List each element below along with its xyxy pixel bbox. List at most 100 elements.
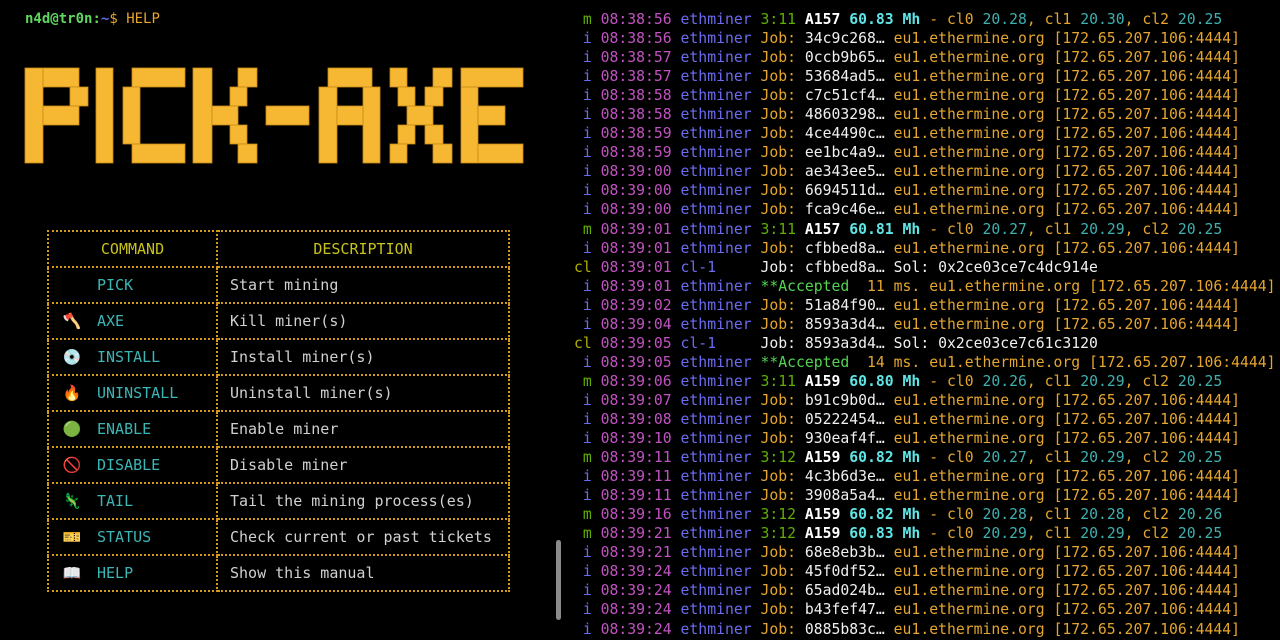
pool-address: [172.65.207.106:4444] [1053,296,1241,314]
gpu-temp: 20.29 [1080,525,1133,542]
log-line: i 08:39:00 ethminer Job: ae343ee5… eu1.etherm… [574,162,1276,181]
description-cell: Uninstall miner(s) [216,374,510,412]
log-time: 08:38:58 [600,87,672,105]
pool-address: [172.65.207.106:4444] [1053,601,1241,619]
job-hash: ee1bc4a9… [804,144,885,162]
job-hash: 65ad024b… [804,582,885,600]
logo-pixel [265,105,310,126]
log-time: 08:39:00 [600,201,672,219]
gpu-temp: 20.26 [1177,506,1223,524]
log-source: cl-1 [680,258,717,276]
gpu-name: cl2 [1142,372,1170,390]
log-source: ethminer [680,582,752,600]
log-line: i 08:39:24 ethminer Job: 0885b83c… eu1.etherm… [574,620,1276,639]
log-time: 08:38:57 [600,49,672,67]
log-level: i [582,30,592,48]
job-label: Job: [760,563,796,581]
log-level: i [582,144,592,162]
hashrate: 60.83 Mh [849,11,921,28]
log-level: i [582,182,592,200]
pool-address: [172.65.207.106:4444] [1053,544,1241,562]
fire-icon: 🔥 [62,384,82,402]
log-level: i [582,582,592,600]
log-time: 08:39:24 [600,601,672,619]
job-hash: 48603298… [804,106,885,124]
job-hash: 8593a3d4… [804,315,885,333]
hashrate: 60.82 Mh [849,449,921,467]
command-cell: 🎫 STATUS [47,518,218,556]
job-label: Job: [760,544,796,562]
log-time: 08:39:01 [600,258,672,276]
command-label: HELP [97,564,134,582]
pool-host: eu1.ethermine.org [893,601,1045,619]
logo-pixel [397,124,416,145]
header-description: DESCRIPTION [216,230,510,268]
log-source: ethminer [680,601,752,619]
log-source: ethminer [680,163,752,181]
command-label: TAIL [97,492,134,510]
log-line: m 08:39:16 ethminer 3:12 A159 60.82 Mh - cl0 20.… [574,505,1276,524]
gpu-temp: 20.25 [1177,525,1223,543]
log-time: 08:39:11 [600,487,672,505]
logo-pixel [122,86,141,145]
gpu-temp: 20.26 [982,373,1035,390]
pool-address: [172.65.207.106:4444] [1053,239,1241,257]
log-line: i 08:39:07 ethminer Job: b91c9b0d… eu1.etherm… [574,391,1276,410]
command-label: ENABLE [97,420,152,438]
pool-host: eu1.ethermine.org [893,296,1045,314]
uptime: 3:11 [760,372,796,390]
log-line: cl 08:39:05 cl-1 Job: 8593a3d4… Sol: 0x2ce03ce… [574,334,1276,353]
gpu-name: cl2 [1142,506,1170,524]
logo-pixel [336,105,364,126]
pool-address: [172.65.207.106:4444] [1053,182,1241,200]
log-level: i [582,315,592,333]
log-line: m 08:39:01 ethminer 3:11 A157 60.81 Mh - cl0 20.… [574,220,1276,239]
gpu-temp: 20.25 [1177,449,1223,467]
table-row-uninstall: 🔥 UNINSTALL Uninstall miner(s) [47,374,510,412]
job-label: Job: [760,468,796,486]
scrollbar[interactable] [556,540,561,620]
gpu-name: cl1 [1044,506,1072,524]
pool-host: eu1.ethermine.org [893,315,1045,333]
log-level: i [582,468,592,486]
shares: A159 [804,372,841,390]
pool-host: eu1.ethermine.org [893,239,1045,257]
green-circle-icon: 🟢 [62,420,82,438]
help-table: COMMAND DESCRIPTION ⛏ PICK Start mining 🪓 AX… [47,230,510,592]
log-line: i 08:39:21 ethminer Job: 68e8eb3b… eu1.etherm… [574,543,1276,562]
pool-address: [172.65.207.106:4444] [1053,391,1241,409]
pool-address: [172.65.207.106:4444] [1053,430,1241,448]
job-label: Job: [760,87,796,105]
log-line: m 08:38:56 ethminer 3:11 A157 60.83 Mh - cl0 20.… [574,10,1276,29]
log-level: i [582,544,592,562]
log-source: ethminer [680,563,752,581]
table-row-pick: ⛏ PICK Start mining [47,266,510,304]
log-level: m [582,372,592,390]
job-label: Job: [760,163,796,181]
job-label: Job: [760,49,796,67]
log-time: 08:39:24 [600,620,672,638]
solution: 0x2ce03ce7c61c3120 [938,334,1098,352]
log-time: 08:38:56 [600,11,672,28]
logo-pixel [24,67,44,164]
log-source: ethminer [680,49,752,67]
gpu-name: cl0 [946,220,974,238]
table-row-help: 📖 HELP Show this manual [47,554,510,592]
uptime: 3:12 [760,525,796,543]
command-label: DISABLE [97,456,161,474]
job-hash: 0885b83c… [804,620,885,638]
pool-host: eu1.ethermine.org [893,68,1045,86]
log-source: ethminer [680,296,752,314]
log-source: ethminer [680,277,752,295]
job-hash: 34c9c268… [804,30,885,48]
log-line: i 08:39:04 ethminer Job: 8593a3d4… eu1.etherm… [574,315,1276,334]
log-source: ethminer [680,68,752,86]
pool-host: eu1.ethermine.org [893,163,1045,181]
gpu-temp: 20.25 [1177,11,1223,28]
job-hash: cfbbed8a… [804,239,885,257]
log-time: 08:39:01 [600,239,672,257]
logo-pixel [406,105,434,126]
logo-pixel [237,67,258,88]
pool-address: [172.65.207.106:4444] [1053,106,1241,124]
log-level: i [582,430,592,448]
